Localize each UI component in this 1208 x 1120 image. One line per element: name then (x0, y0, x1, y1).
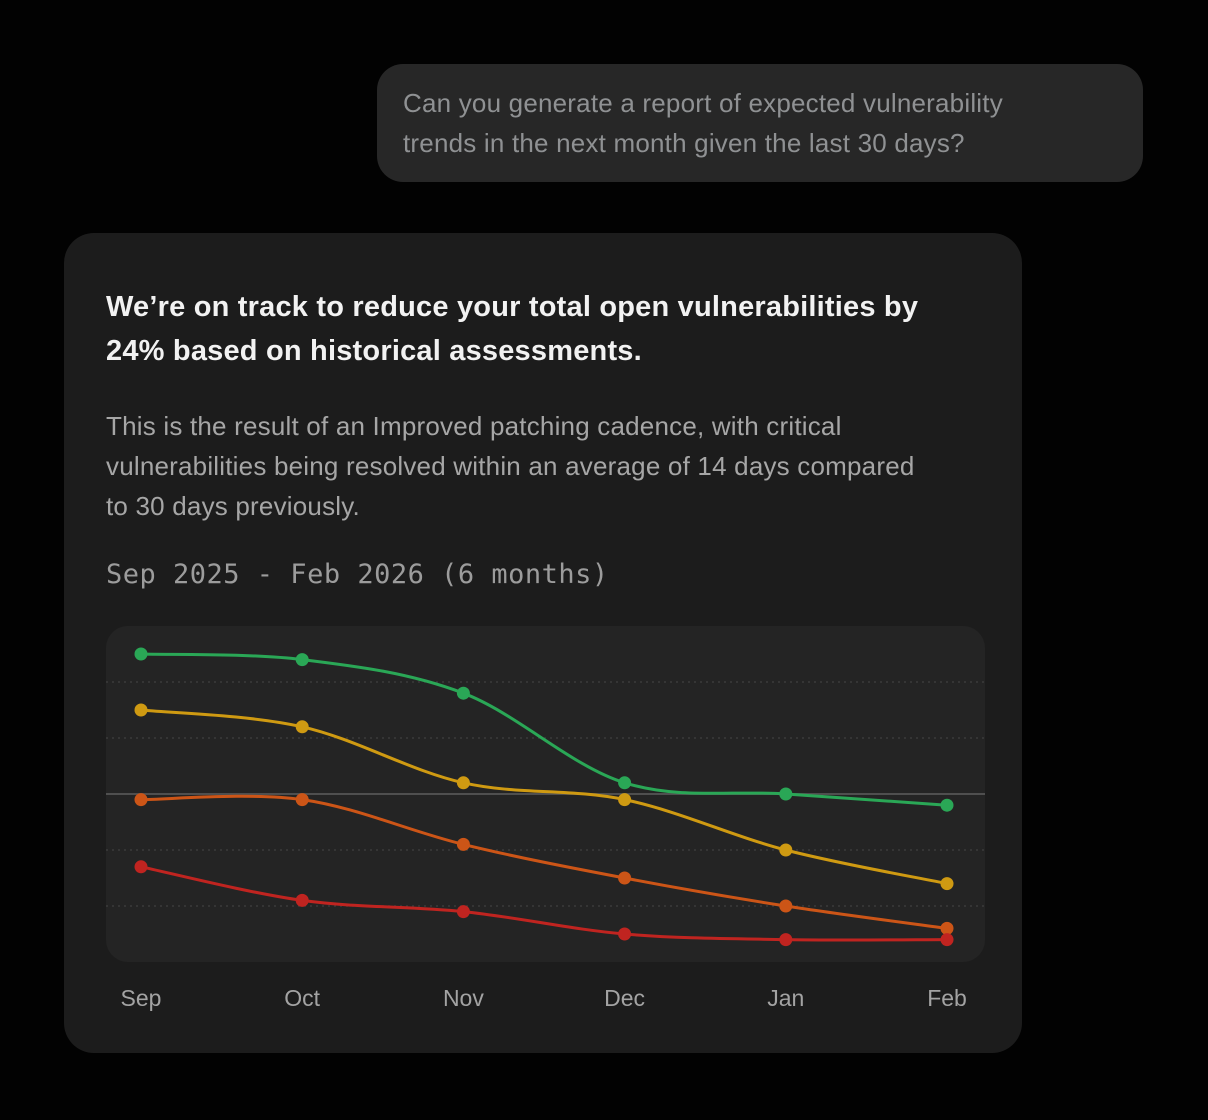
amber-series-point (295, 720, 309, 734)
green-series-line (139, 652, 949, 807)
red-series-point (456, 905, 470, 919)
trend-line-chart (106, 647, 985, 947)
orange-series-point (456, 837, 470, 851)
x-axis-label-nov: Nov (442, 985, 484, 1011)
user-message-text-line: Can you generate a report of expected vu… (403, 88, 1003, 118)
green-series-point (456, 686, 470, 700)
amber-series-point (456, 776, 470, 790)
report-body-line: This is the result of an Improved patchi… (106, 411, 842, 441)
x-axis-label-sep: Sep (120, 985, 162, 1011)
amber-series-point (134, 703, 148, 717)
vulnerability-trend-chart-panel (106, 626, 985, 962)
report-body-text: This is the result of an Improved patchi… (106, 406, 996, 526)
report-body-line: vulnerabilities being resolved within an… (106, 451, 915, 481)
report-date-range: Sep 2025 - Feb 2026 (6 months) (106, 559, 609, 590)
report-headline: We’re on track to reduce your total open… (106, 285, 986, 373)
green-series-point (940, 798, 954, 812)
orange-series-point (779, 899, 793, 913)
orange-series-point (295, 793, 309, 807)
green-series-point (779, 787, 793, 801)
red-series-point (940, 933, 954, 947)
red-series-line (139, 865, 949, 942)
orange-series-point (940, 921, 954, 935)
report-headline-line: We’re on track to reduce your total open… (106, 291, 919, 323)
user-message-text-line: trends in the next month given the last … (403, 128, 965, 158)
report-headline-line: 24% based on historical assessments. (106, 335, 642, 367)
orange-series-point (618, 871, 632, 885)
green-series-point (618, 776, 632, 790)
chart-x-axis: Sep Oct Nov Dec Jan Feb (106, 984, 985, 1012)
red-series-point (134, 860, 148, 874)
amber-series-point (618, 793, 632, 807)
amber-series-point (779, 843, 793, 857)
orange-series-line (139, 794, 949, 930)
assistant-report-card: We’re on track to reduce your total open… (64, 233, 1022, 1053)
x-axis-label-oct: Oct (284, 985, 321, 1011)
amber-series-line (139, 708, 949, 886)
x-axis-label-feb: Feb (927, 985, 967, 1011)
red-series-point (618, 927, 632, 941)
amber-series-point (940, 877, 954, 891)
red-series-point (295, 893, 309, 907)
red-series-point (779, 933, 793, 947)
x-axis-label-jan: Jan (767, 985, 805, 1011)
green-series-point (134, 647, 148, 661)
user-message-bubble: Can you generate a report of expected vu… (377, 64, 1143, 182)
x-axis-label-dec: Dec (604, 985, 646, 1011)
report-body-line: to 30 days previously. (106, 491, 360, 521)
green-series-point (295, 653, 309, 667)
orange-series-point (134, 793, 148, 807)
